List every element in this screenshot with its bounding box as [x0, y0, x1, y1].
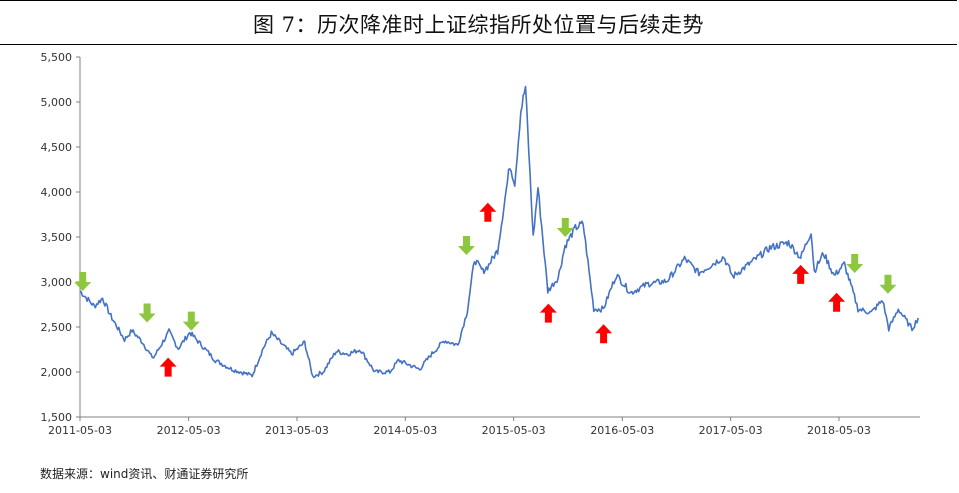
down-arrow-marker [457, 236, 475, 255]
marker-layer [74, 202, 897, 377]
x-tick-label: 2018-05-03 [807, 424, 871, 437]
up-arrow-marker [792, 264, 810, 284]
y-tick-label: 3,500 [41, 231, 73, 244]
y-tick-label: 1,500 [41, 411, 73, 424]
x-tick-label: 2012-05-03 [157, 424, 221, 437]
x-tick-label: 2016-05-03 [590, 424, 654, 437]
x-tick-label: 2014-05-03 [373, 424, 437, 437]
x-tick-label: 2015-05-03 [482, 424, 546, 437]
source-note: 数据来源：wind资讯、财通证券研究所 [40, 467, 249, 481]
axes: 1,500 2,000 2,500 3,000 3,500 4,000 4,500 5,000… [41, 51, 920, 437]
series-line [79, 85, 919, 379]
up-arrow-marker [539, 303, 557, 323]
y-tick-label: 2,500 [41, 321, 73, 334]
y-tick-label: 2,000 [41, 366, 73, 379]
x-tick-label: 2017-05-03 [699, 424, 763, 437]
y-tick-label: 4,000 [41, 186, 73, 199]
y-tick-label: 5,000 [41, 96, 73, 109]
down-arrow-marker [879, 274, 897, 294]
chart-canvas: 1,500 2,000 2,500 3,000 3,500 4,000 4,500 5,000… [41, 51, 920, 437]
x-tick-label: 2013-05-03 [265, 424, 329, 437]
up-arrow-marker [595, 324, 613, 344]
title-bar: 图 7：历次降准时上证综指所处位置与后续走势 [0, 0, 957, 45]
up-arrow-marker [828, 292, 846, 312]
y-tick-label: 5,500 [41, 51, 73, 64]
down-arrow-marker [74, 272, 92, 291]
y-tick-label: 3,000 [41, 276, 73, 289]
series-layer [79, 85, 919, 379]
down-arrow-marker [556, 218, 574, 237]
up-arrow-marker [159, 357, 177, 377]
down-arrow-marker [182, 311, 200, 331]
y-tick-label: 4,500 [41, 141, 73, 154]
down-arrow-marker [138, 303, 156, 323]
up-arrow-marker [479, 202, 497, 222]
chart-title: 图 7：历次降准时上证综指所处位置与后续走势 [252, 13, 705, 37]
down-arrow-marker [846, 254, 864, 273]
x-tick-label: 2011-05-03 [48, 424, 112, 437]
